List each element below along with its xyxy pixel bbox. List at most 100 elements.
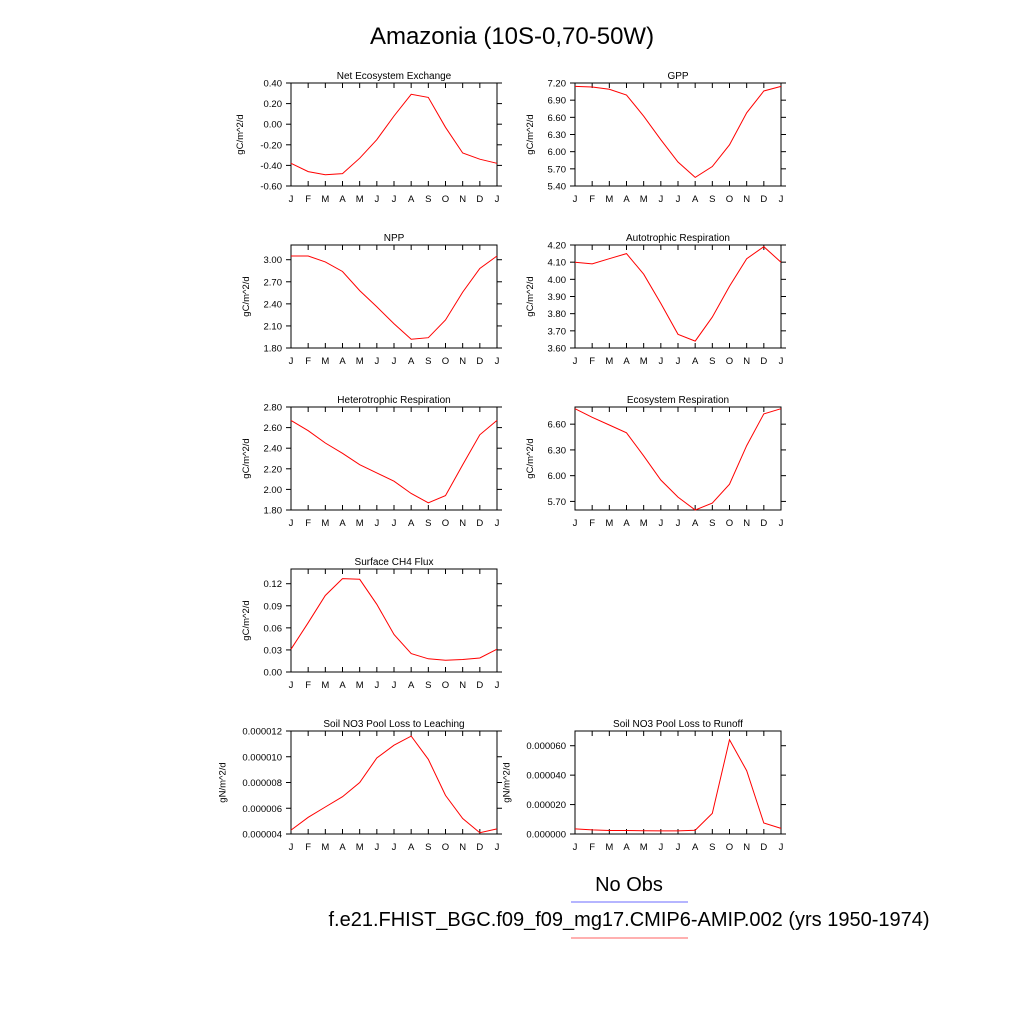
x-tick-label: J xyxy=(374,356,379,367)
x-tick-label: A xyxy=(339,842,346,853)
y-tick-label: 3.90 xyxy=(548,292,567,303)
y-axis-label: gC/m^2/d xyxy=(235,114,246,154)
x-tick-label: J xyxy=(374,842,379,853)
legend-label-obs: No Obs xyxy=(595,874,663,896)
x-tick-label: N xyxy=(743,518,750,529)
x-tick-label: J xyxy=(573,842,578,853)
y-axis-label: gC/m^2/d xyxy=(525,276,536,316)
x-tick-label: O xyxy=(726,194,733,205)
y-axis-label: gC/m^2/d xyxy=(525,114,536,154)
y-tick-label: 5.40 xyxy=(548,182,567,193)
y-tick-label: 0.000012 xyxy=(242,727,282,738)
series-line-0 xyxy=(574,85,782,179)
y-axis-label: gC/m^2/d xyxy=(241,438,252,478)
legend-label-model: f.e21.FHIST_BGC.f09_f09_mg17.CMIP6-AMIP.… xyxy=(328,909,929,931)
series-line-0 xyxy=(290,419,498,504)
y-tick-label: 0.09 xyxy=(264,601,283,612)
y-tick-label: 4.00 xyxy=(548,275,567,286)
x-tick-label: M xyxy=(321,518,329,529)
x-tick-label: N xyxy=(459,842,466,853)
x-tick-label: S xyxy=(425,194,431,205)
y-tick-label: 0.000020 xyxy=(526,800,566,811)
x-tick-label: J xyxy=(374,518,379,529)
x-tick-label: J xyxy=(573,518,578,529)
series-line-0 xyxy=(574,408,782,511)
y-tick-label: 0.00 xyxy=(264,120,283,131)
panel-title: Soil NO3 Pool Loss to Leaching xyxy=(323,719,464,730)
panel-title: Soil NO3 Pool Loss to Runoff xyxy=(613,719,743,730)
y-tick-label: 2.40 xyxy=(264,299,283,310)
y-axis-label: gC/m^2/d xyxy=(241,600,252,640)
x-tick-label: N xyxy=(743,356,750,367)
x-tick-label: M xyxy=(321,842,329,853)
y-tick-label: -0.60 xyxy=(260,182,282,193)
series-line-0 xyxy=(574,738,782,832)
x-tick-label: A xyxy=(408,680,415,691)
x-tick-label: D xyxy=(760,842,767,853)
x-tick-label: S xyxy=(425,842,431,853)
x-tick-label: M xyxy=(605,356,613,367)
y-axis-label: gN/m^2/d xyxy=(502,762,513,802)
y-tick-label: 6.30 xyxy=(548,445,567,456)
x-tick-label: A xyxy=(408,356,415,367)
y-tick-label: 3.00 xyxy=(264,255,283,266)
x-tick-label: M xyxy=(321,194,329,205)
series-line-0 xyxy=(290,735,498,834)
x-tick-label: M xyxy=(356,356,364,367)
series-line-0 xyxy=(574,246,782,342)
x-tick-label: D xyxy=(476,680,483,691)
x-tick-label: N xyxy=(743,842,750,853)
series-line-0 xyxy=(290,578,498,661)
y-tick-label: 0.000006 xyxy=(242,804,282,815)
x-tick-label: J xyxy=(676,842,681,853)
x-tick-label: D xyxy=(476,356,483,367)
series-line-0 xyxy=(291,255,498,340)
x-tick-label: D xyxy=(476,194,483,205)
x-tick-label: S xyxy=(709,518,715,529)
x-tick-label: F xyxy=(305,194,311,205)
x-tick-label: A xyxy=(408,194,415,205)
x-tick-label: M xyxy=(640,518,648,529)
y-tick-label: 2.00 xyxy=(264,485,283,496)
panel-title: GPP xyxy=(667,71,688,82)
x-tick-label: F xyxy=(589,356,595,367)
x-tick-label: O xyxy=(726,842,733,853)
x-tick-label: S xyxy=(709,194,715,205)
x-tick-label: S xyxy=(709,842,715,853)
y-tick-label: 0.000004 xyxy=(242,830,282,841)
x-tick-label: J xyxy=(289,356,294,367)
x-tick-label: M xyxy=(640,356,648,367)
x-tick-label: J xyxy=(676,194,681,205)
y-tick-label: 0.06 xyxy=(264,623,283,634)
x-tick-label: J xyxy=(374,194,379,205)
x-tick-label: J xyxy=(676,518,681,529)
x-tick-label: A xyxy=(408,842,415,853)
x-tick-label: M xyxy=(356,680,364,691)
y-tick-label: -0.40 xyxy=(260,161,282,172)
x-tick-label: J xyxy=(392,518,397,529)
x-tick-label: M xyxy=(605,842,613,853)
x-tick-label: S xyxy=(425,356,431,367)
x-tick-label: J xyxy=(392,356,397,367)
plot-frame xyxy=(574,244,782,349)
y-tick-label: 5.70 xyxy=(548,164,567,175)
y-tick-label: 4.20 xyxy=(548,241,567,252)
x-tick-label: N xyxy=(459,194,466,205)
x-tick-label: A xyxy=(408,518,415,529)
x-tick-label: S xyxy=(709,356,715,367)
plot-frame xyxy=(290,82,498,187)
x-tick-label: A xyxy=(692,356,699,367)
x-tick-label: D xyxy=(760,356,767,367)
x-tick-label: F xyxy=(589,842,595,853)
plot-frame xyxy=(290,730,498,835)
y-tick-label: 6.60 xyxy=(548,420,567,431)
y-tick-label: 0.00 xyxy=(264,668,283,679)
x-tick-label: D xyxy=(476,842,483,853)
y-tick-label: 6.00 xyxy=(548,471,567,482)
